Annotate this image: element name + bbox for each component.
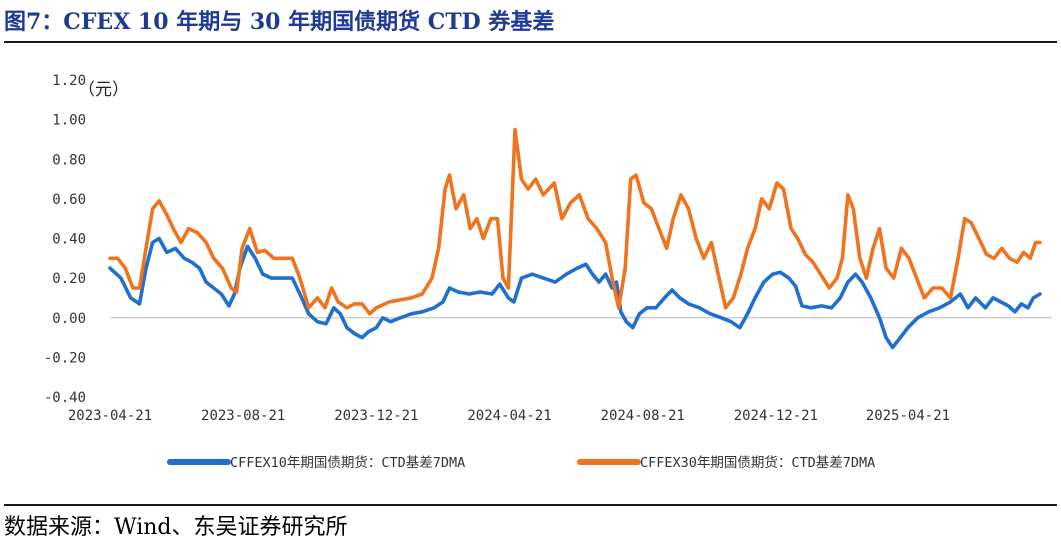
x-tick-label: 2024-12-21 bbox=[734, 408, 818, 424]
y-tick-label: 1.00 bbox=[52, 113, 86, 129]
source-divider bbox=[4, 504, 1057, 506]
source-note: 数据来源：Wind、东吴证券研究所 bbox=[4, 515, 348, 540]
series-line-10y bbox=[108, 236, 1042, 350]
y-tick-label: 0.20 bbox=[52, 271, 86, 287]
x-tick-label: 2023-08-21 bbox=[201, 408, 285, 424]
legend-label-10y: CFFEX10年期国债期货：CTD基差7DMA bbox=[230, 454, 465, 471]
series-line-30y bbox=[108, 127, 1042, 316]
y-tick-label: 0.00 bbox=[52, 311, 86, 327]
y-tick-label: -0.20 bbox=[44, 350, 86, 366]
legend-label-30y: CFFEX30年期国债期货：CTD基差7DMA bbox=[640, 454, 875, 471]
y-tick-label: 0.60 bbox=[52, 192, 86, 208]
y-tick-label: 0.80 bbox=[52, 152, 86, 168]
y-tick-label: 0.40 bbox=[52, 232, 86, 248]
x-tick-label: 2025-04-21 bbox=[866, 408, 950, 424]
figure-title: 图7：CFEX 10 年期与 30 年期国债期货 CTD 券基差 bbox=[4, 9, 555, 35]
y-tick-label: 1.20 bbox=[52, 73, 86, 89]
x-tick-label: 2023-12-21 bbox=[334, 408, 418, 424]
x-tick-label: 2024-08-21 bbox=[601, 408, 685, 424]
title-divider bbox=[4, 41, 1057, 43]
y-tick-label: -0.40 bbox=[44, 390, 86, 406]
x-tick-label: 2023-04-21 bbox=[68, 408, 152, 424]
x-tick-label: 2024-04-21 bbox=[467, 408, 551, 424]
y-axis-unit-label: （元） bbox=[78, 80, 129, 100]
